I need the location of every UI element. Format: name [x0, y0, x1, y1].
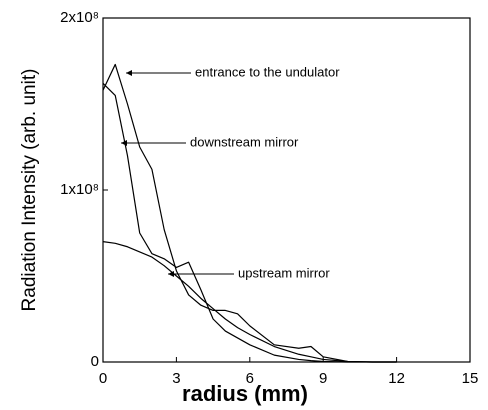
y-tick-label: 0: [91, 353, 99, 370]
x-tick-label: 15: [462, 370, 479, 387]
y-tick-label: 2x10⁸: [60, 9, 99, 26]
legend-label: upstream mirror: [238, 265, 330, 280]
y-axis-label: Radiation Intensity (arb. unit): [19, 69, 40, 312]
legend-label: downstream mirror: [190, 134, 299, 149]
x-tick-label: 0: [99, 370, 107, 387]
arrow-head: [126, 70, 132, 76]
x-axis-label: radius (mm): [182, 381, 308, 406]
x-tick-label: 3: [172, 370, 180, 387]
x-tick-label: 6: [246, 370, 254, 387]
line: [102, 63, 397, 363]
x-tick-label: 9: [319, 370, 327, 387]
legend-label: entrance to the undulator: [195, 64, 340, 79]
line: [102, 241, 397, 363]
y-tick-label: 1x10⁸: [60, 181, 99, 198]
x-tick-label: 12: [388, 370, 405, 387]
line: [102, 82, 397, 363]
arrow-head: [121, 140, 127, 146]
arrow-head: [168, 271, 174, 277]
